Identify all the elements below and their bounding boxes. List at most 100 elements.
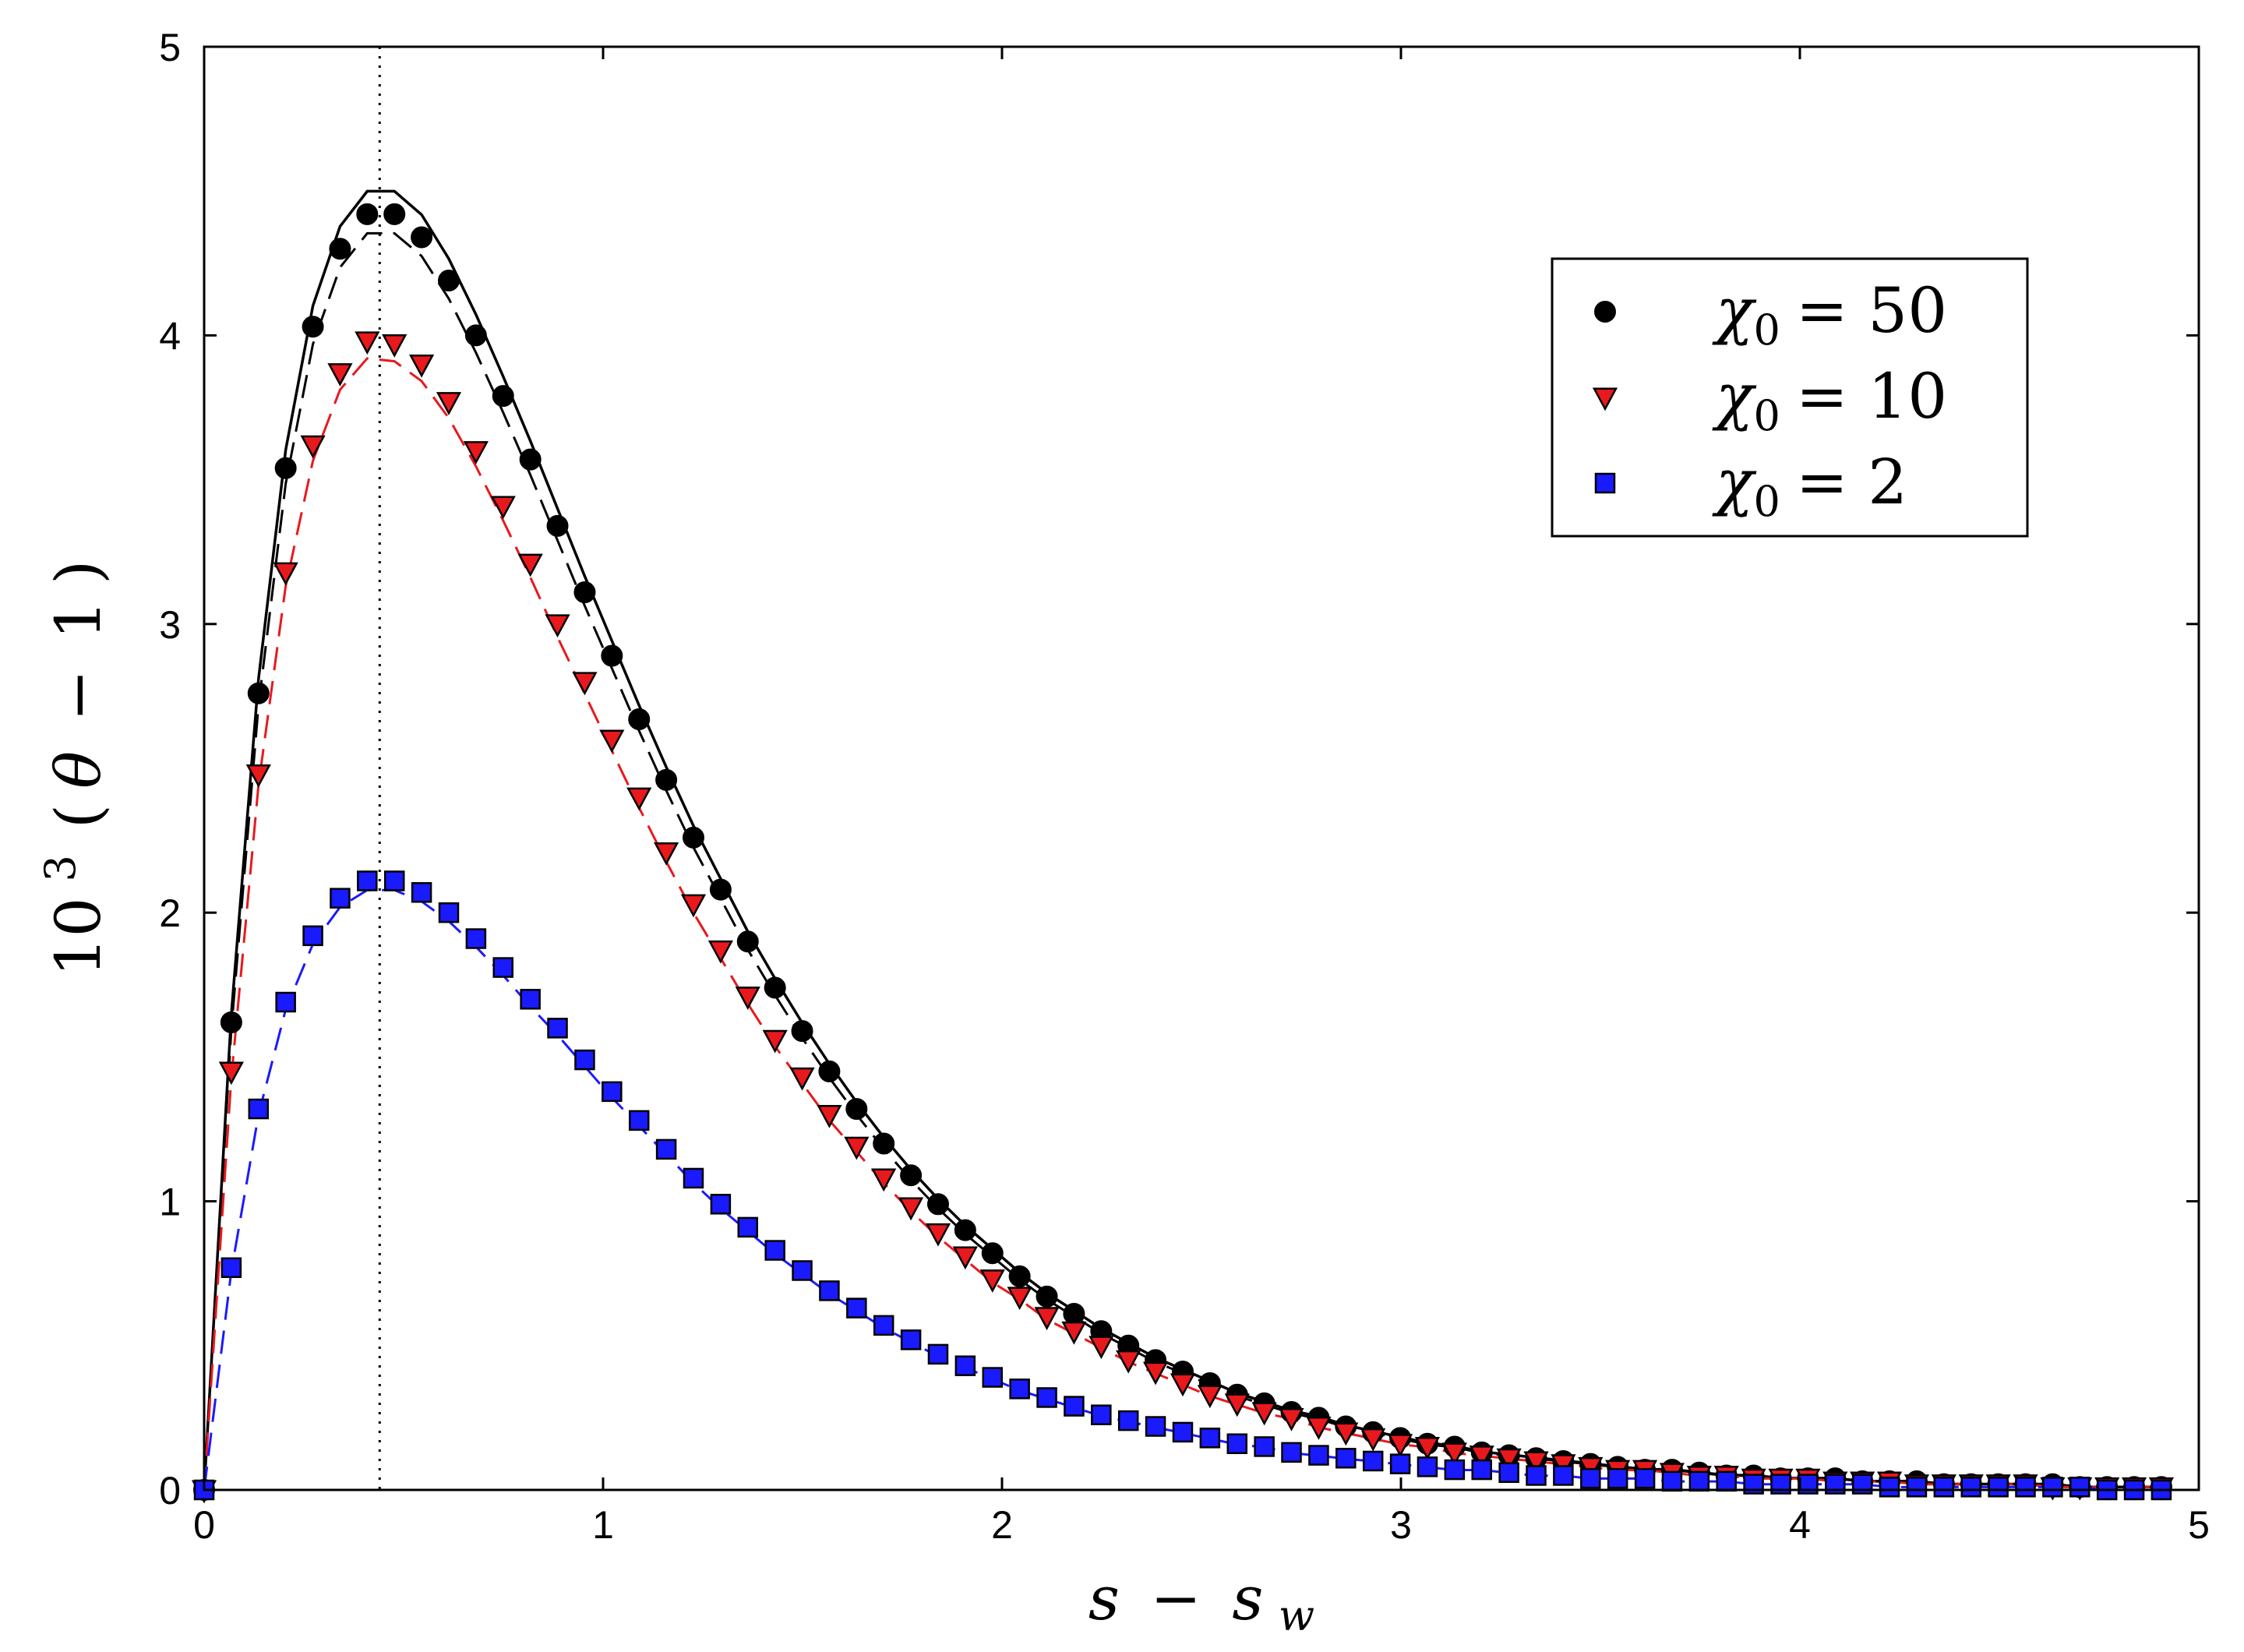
x-tick-label: 1	[592, 1503, 614, 1547]
data-point	[275, 991, 296, 1013]
data-point	[2015, 1477, 2036, 1498]
data-point	[1498, 1462, 1519, 1484]
data-point	[1009, 1378, 1030, 1400]
data-point	[463, 441, 489, 464]
legend-marker	[1594, 472, 1616, 494]
data-point	[819, 1280, 840, 1301]
data-point	[601, 644, 623, 667]
data-point	[382, 334, 408, 358]
data-point	[927, 1343, 949, 1365]
data-point	[302, 925, 323, 947]
data-point	[844, 1136, 870, 1160]
data-point	[979, 1269, 1005, 1293]
x-label-sub: w	[1279, 1591, 1314, 1640]
data-point	[546, 514, 569, 537]
data-point	[274, 457, 297, 479]
data-point	[898, 1197, 924, 1221]
data-point	[383, 203, 406, 225]
data-point	[952, 1246, 978, 1270]
data-point	[327, 363, 353, 387]
data-point	[900, 1164, 923, 1187]
data-point	[1661, 1470, 1683, 1492]
data-point	[1064, 1396, 1085, 1417]
legend-sub: 0	[1753, 305, 1780, 355]
data-point	[954, 1355, 976, 1376]
data-point	[1142, 1361, 1169, 1385]
data-point	[900, 1329, 922, 1350]
data-point	[626, 787, 652, 811]
data-point	[707, 940, 733, 964]
legend-var: χ	[1712, 446, 1757, 518]
data-point	[245, 764, 271, 788]
data-point	[873, 1315, 894, 1336]
data-point	[574, 1049, 595, 1071]
data-point	[1389, 1453, 1411, 1474]
data-point	[492, 957, 513, 978]
x-label-minus: −	[1150, 1564, 1201, 1634]
data-point	[220, 1011, 242, 1033]
data-point	[736, 930, 759, 953]
data-point	[465, 928, 487, 949]
data-point	[218, 1061, 244, 1085]
data-point	[1906, 1477, 1928, 1498]
data-point	[438, 270, 460, 292]
data-point	[300, 435, 326, 459]
data-point	[1008, 1265, 1031, 1287]
data-point	[329, 238, 351, 260]
y-tick-label: 0	[159, 1469, 181, 1513]
data-point	[628, 708, 651, 731]
data-point	[981, 1242, 1004, 1265]
data-point	[764, 1240, 785, 1261]
data-point	[302, 316, 324, 338]
data-point	[1688, 1470, 1710, 1492]
data-point	[1117, 1410, 1139, 1431]
data-point	[926, 1193, 949, 1216]
data-point	[1526, 1465, 1547, 1486]
axis-ticks: 0 1 2 3 4 5 0 1 2 3 4 5	[159, 26, 2210, 1547]
legend-var: χ	[1712, 274, 1757, 347]
data-point	[1063, 1303, 1085, 1325]
data-point	[1716, 1470, 1737, 1492]
data-point	[1553, 1465, 1574, 1486]
data-point	[1360, 1428, 1386, 1452]
data-point	[791, 1020, 813, 1043]
legend-label: χ0 = 2	[1712, 446, 1907, 526]
data-point	[383, 870, 405, 891]
data-point	[438, 902, 460, 923]
data-point	[1362, 1450, 1384, 1472]
x-tick-label: 0	[193, 1503, 215, 1547]
y-axis-label: 10 3 ( θ − 1 )	[20, 560, 115, 977]
data-point	[682, 826, 704, 849]
y-tick-label: 2	[159, 891, 181, 935]
data-point	[1172, 1421, 1194, 1443]
data-point	[411, 882, 432, 903]
x-tick-label: 2	[991, 1503, 1013, 1547]
y-label-base: 10	[42, 898, 115, 977]
y-label-var: θ	[42, 751, 115, 789]
data-point	[519, 448, 542, 471]
data-markers	[191, 203, 2175, 1504]
data-point	[599, 729, 625, 754]
data-point	[573, 581, 596, 604]
data-point	[1254, 1436, 1275, 1457]
data-point	[356, 203, 379, 225]
legend-entry-1: χ0 = 10	[1592, 360, 1947, 440]
x-label-var: s	[1088, 1564, 1120, 1634]
data-point	[709, 878, 732, 901]
data-point	[330, 888, 351, 909]
legend-marker	[1592, 387, 1618, 411]
data-point	[1469, 1446, 1494, 1469]
data-point	[1960, 1477, 1982, 1498]
y-label-open: (	[42, 804, 115, 828]
data-point	[764, 976, 786, 999]
legend-rel: = 50	[1796, 274, 1947, 347]
data-point	[655, 1138, 677, 1160]
legend-rel: = 10	[1796, 360, 1947, 432]
legend-marker	[1594, 301, 1616, 323]
data-point	[735, 987, 760, 1010]
y-tick-label: 3	[159, 603, 181, 647]
y-tick-label: 4	[159, 314, 181, 358]
legend-entry-2: χ0 = 2	[1594, 446, 1907, 526]
data-point	[602, 1081, 623, 1103]
